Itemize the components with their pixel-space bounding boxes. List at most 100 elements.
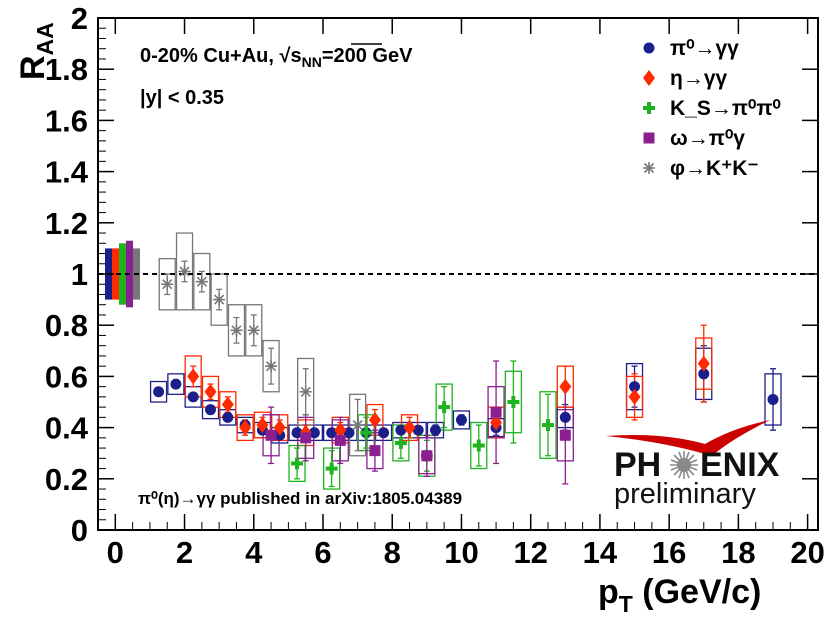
- data-point-diamond: [256, 417, 269, 434]
- data-point-star: [178, 265, 191, 278]
- x-tick-label: 8: [384, 535, 401, 570]
- data-point-diamond: [490, 414, 503, 431]
- data-point-cross: [472, 439, 485, 452]
- cross-bar-v: [398, 436, 403, 449]
- data-point-star: [213, 293, 226, 306]
- data-point-square: [369, 445, 381, 457]
- systematic-boxes: [149, 232, 782, 490]
- star-line: [179, 266, 190, 277]
- data-markers: [153, 265, 779, 475]
- systematic-box: [539, 391, 557, 459]
- star-line: [248, 325, 259, 336]
- star-line: [214, 294, 225, 305]
- logo-text-left: PH: [614, 446, 661, 484]
- rapidity-label: |y| < 0.35: [140, 87, 224, 109]
- cross-bar-v: [442, 401, 447, 414]
- cross-bar-v: [364, 426, 369, 439]
- star-line: [162, 279, 173, 290]
- data-point-cross: [325, 462, 338, 475]
- logo-star-icon: [670, 451, 698, 479]
- systematic-box: [452, 410, 471, 430]
- systematic-box: [158, 257, 176, 311]
- y-tick-label: 1.4: [45, 155, 89, 190]
- y-tick-label: 1.6: [45, 103, 88, 138]
- x-axis-title: pT (GeV/c): [598, 573, 761, 617]
- systematic-box: [236, 414, 254, 442]
- x-tick-label: 2: [176, 535, 193, 570]
- data-point-circle: [343, 427, 355, 439]
- logo-swoosh: [606, 420, 770, 456]
- data-point-circle: [395, 424, 407, 436]
- data-point-diamond: [368, 411, 381, 428]
- systematic-box: [227, 304, 246, 357]
- data-point-diamond: [187, 368, 200, 385]
- data-point-star: [351, 419, 364, 432]
- data-point-circle: [326, 427, 338, 439]
- data-point-circle: [205, 404, 216, 416]
- data-point-diamond: [628, 388, 641, 405]
- cross-bar-v: [546, 419, 550, 432]
- data-point-circle: [170, 378, 182, 390]
- systematic-box: [435, 383, 453, 431]
- x-tick-label: 18: [721, 535, 755, 570]
- data-point-star: [247, 324, 260, 337]
- tick-labels: 0 2 4 6 8 10 12 14 16 18 20 0 0.2 0.4 0.6 0.8 1 1.2 1.4 1.6…: [45, 1, 825, 570]
- legend-label: K_S→π⁰π⁰: [670, 97, 781, 120]
- data-point-circle: [767, 393, 779, 405]
- systematic-box: [348, 393, 367, 457]
- y-axis-title: RAA: [14, 22, 58, 80]
- y-tick-label: 0.8: [45, 308, 88, 343]
- systematic-box: [201, 400, 220, 420]
- data-point-circle: [430, 424, 441, 436]
- data-point-diamond: [697, 355, 710, 372]
- x-tick-label: 0: [107, 535, 124, 570]
- data-point-cross: [394, 436, 407, 449]
- data-point-diamond: [239, 419, 252, 436]
- systematic-box: [245, 304, 263, 357]
- phenix-logo: PH ENIX preliminary: [606, 420, 780, 510]
- data-point-circle: [698, 368, 710, 380]
- cross-bar-v: [476, 439, 481, 452]
- x-tick-label: 16: [652, 535, 686, 570]
- data-point-circle: [222, 411, 234, 423]
- systematic-box: [262, 339, 280, 393]
- data-point-circle: [629, 381, 641, 393]
- data-point-diamond: [559, 378, 572, 395]
- y-tick-label: 1: [71, 257, 88, 292]
- data-point-star: [643, 162, 655, 174]
- data-point-star: [265, 360, 278, 373]
- systematic-box: [167, 373, 185, 395]
- logo-preliminary: preliminary: [614, 478, 756, 510]
- data-point-star: [161, 278, 174, 291]
- cross-bar-v: [647, 102, 651, 114]
- data-point-star: [299, 385, 312, 398]
- data-point-diamond: [204, 383, 217, 400]
- legend-label: ω→π⁰γ: [670, 127, 745, 150]
- data-point-square: [300, 432, 312, 444]
- star-line: [352, 419, 363, 431]
- systematic-box: [149, 380, 168, 403]
- y-tick-label: 2: [71, 1, 88, 36]
- data-point-cross: [438, 401, 451, 414]
- data-point-diamond: [334, 422, 347, 439]
- systematic-box: [288, 444, 306, 483]
- x-tick-label: 6: [314, 535, 331, 570]
- y-tick-label: 0.6: [45, 359, 88, 394]
- data-point-square: [421, 450, 433, 462]
- data-point-square: [490, 406, 502, 418]
- x-tick-label: 4: [245, 535, 263, 570]
- publication-note: π⁰(η)→γγ published in arXiv:1805.04389: [138, 489, 462, 508]
- systematic-box: [253, 411, 272, 439]
- data-point-square: [334, 434, 346, 446]
- systematic-box: [175, 232, 194, 311]
- cross-bar-v: [329, 462, 334, 475]
- star-line: [196, 276, 207, 287]
- y-tick-label: 0: [71, 513, 88, 548]
- cross-bar-v: [511, 396, 516, 408]
- logo-text-right: ENIX: [700, 446, 780, 484]
- star-line: [300, 386, 311, 397]
- star-line: [231, 325, 242, 336]
- data-point-circle: [308, 427, 320, 439]
- systematic-box: [470, 421, 488, 470]
